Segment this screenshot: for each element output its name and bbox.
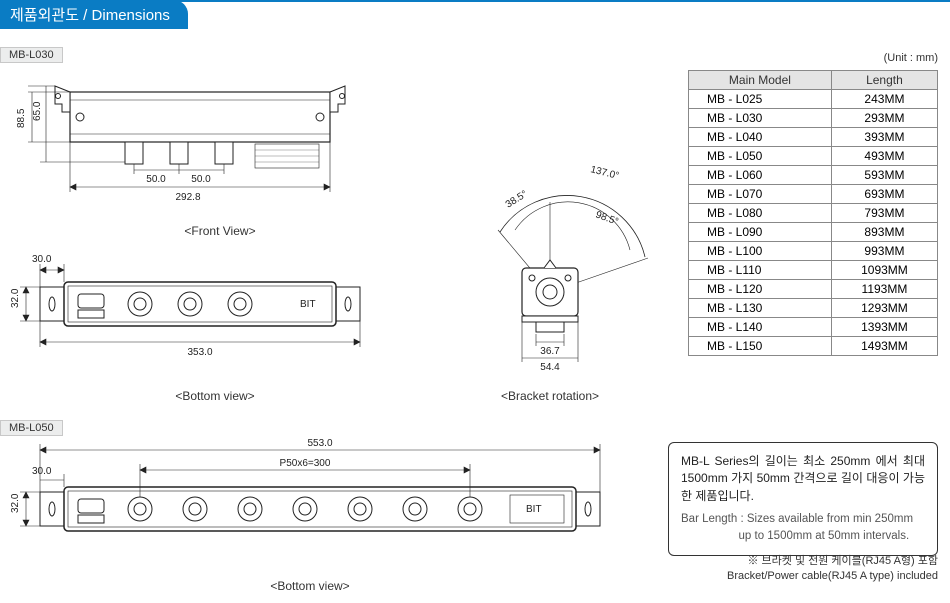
dim-pitch-b: 50.0 (191, 174, 211, 185)
cell-length: 1493MM (831, 337, 937, 356)
cell-length: 243MM (831, 90, 937, 109)
dim-width: 292.8 (175, 192, 200, 203)
angle-total: 137.0° (589, 164, 620, 182)
table-row: MB - L080793MM (689, 204, 938, 223)
model-table-wrap: Main Model Length MB - L025243MMMB - L03… (688, 70, 938, 356)
cell-length: 1393MM (831, 318, 937, 337)
cell-length: 793MM (831, 204, 937, 223)
table-row: MB - L1401393MM (689, 318, 938, 337)
front-view-svg: 88.5 65.0 292.8 50.0 50.0 (0, 52, 400, 222)
table-row: MB - L040393MM (689, 128, 938, 147)
bracket-svg: 38.5° 98.5° 137.0° (420, 102, 680, 392)
cell-length: 893MM (831, 223, 937, 242)
cell-model: MB - L080 (689, 204, 832, 223)
bottom-view-l030: BIT 30.0 32.0 (0, 232, 400, 403)
caption-bottom-l030: <Bottom view> (30, 389, 400, 403)
dim-inner-w: 36.7 (540, 346, 560, 357)
th-length: Length (831, 71, 937, 90)
cell-length: 493MM (831, 147, 937, 166)
table-row: MB - L1301293MM (689, 299, 938, 318)
bottom-view-l030-svg: BIT 30.0 32.0 (0, 232, 400, 382)
dim-offset-l050: 30.0 (32, 466, 52, 477)
foot-en: Bracket/Power cable(RJ45 A type) include… (727, 570, 938, 582)
cell-length: 1293MM (831, 299, 937, 318)
cell-model: MB - L070 (689, 185, 832, 204)
table-row: MB - L1101093MM (689, 261, 938, 280)
callout-ko: MB-L Series의 길이는 최소 250mm 에서 최대 1500mm 가… (681, 453, 925, 505)
dim-height-l050: 32.0 (10, 493, 21, 513)
cell-model: MB - L040 (689, 128, 832, 147)
cell-model: MB - L120 (689, 280, 832, 299)
table-row: MB - L1501493MM (689, 337, 938, 356)
table-row: MB - L1201193MM (689, 280, 938, 299)
cell-model: MB - L110 (689, 261, 832, 280)
dim-pitch-l050: P50x6=300 (280, 458, 331, 469)
table-row: MB - L030293MM (689, 109, 938, 128)
bracket-rotation: 38.5° 98.5° 137.0° (420, 102, 680, 403)
cell-model: MB - L030 (689, 109, 832, 128)
table-row: MB - L100993MM (689, 242, 938, 261)
content-area: MB-L030 (0, 2, 950, 562)
cell-model: MB - L050 (689, 147, 832, 166)
cell-model: MB - L130 (689, 299, 832, 318)
cell-length: 993MM (831, 242, 937, 261)
bottom-view-l050-svg: BIT 553.0 P50x6=300 30.0 (0, 422, 640, 572)
table-row: MB - L070693MM (689, 185, 938, 204)
table-row: MB - L050493MM (689, 147, 938, 166)
dim-width-l050: 553.0 (307, 438, 332, 449)
callout-en: Bar Length : Sizes available from min 25… (681, 511, 925, 544)
cell-model: MB - L100 (689, 242, 832, 261)
dim-offset-l030: 30.0 (32, 254, 52, 265)
cell-length: 1093MM (831, 261, 937, 280)
dim-height-l030: 32.0 (10, 288, 21, 308)
foot-ko: ※ 브라켓 및 전원 케이블(RJ45 A형) 포함 (747, 555, 938, 567)
cell-model: MB - L060 (689, 166, 832, 185)
cell-length: 1193MM (831, 280, 937, 299)
table-row: MB - L090893MM (689, 223, 938, 242)
callout-box: MB-L Series의 길이는 최소 250mm 에서 최대 1500mm 가… (668, 442, 938, 556)
table-row: MB - L025243MM (689, 90, 938, 109)
brand-l030: BIT (300, 299, 316, 310)
dim-pitch-a: 50.0 (146, 174, 166, 185)
cell-model: MB - L140 (689, 318, 832, 337)
bottom-view-l050: BIT 553.0 P50x6=300 30.0 (0, 422, 640, 593)
table-header-row: Main Model Length (689, 71, 938, 90)
foot-note: ※ 브라켓 및 전원 케이블(RJ45 A형) 포함 Bracket/Power… (727, 554, 938, 584)
table-row: MB - L060593MM (689, 166, 938, 185)
brand-l050: BIT (526, 504, 542, 515)
cell-length: 393MM (831, 128, 937, 147)
cell-length: 293MM (831, 109, 937, 128)
cell-length: 593MM (831, 166, 937, 185)
th-model: Main Model (689, 71, 832, 90)
cell-model: MB - L090 (689, 223, 832, 242)
front-view-l030: 88.5 65.0 292.8 50.0 50.0 <Front Vi (0, 52, 400, 238)
dim-h-outer: 88.5 (16, 108, 27, 128)
nozzles-l030 (128, 292, 252, 316)
callout-en1: Bar Length : Sizes available from min 25… (681, 513, 913, 525)
callout-en2: up to 1500mm at 50mm intervals. (739, 530, 910, 542)
dim-width-l030: 353.0 (187, 347, 212, 358)
cell-model: MB - L025 (689, 90, 832, 109)
bottom-connectors (125, 142, 233, 164)
cell-length: 693MM (831, 185, 937, 204)
cell-model: MB - L150 (689, 337, 832, 356)
model-table: Main Model Length MB - L025243MMMB - L03… (688, 70, 938, 356)
dim-outer-w: 54.4 (540, 362, 560, 373)
caption-bottom-l050: <Bottom view> (0, 579, 640, 593)
dim-h-inner: 65.0 (32, 101, 43, 121)
